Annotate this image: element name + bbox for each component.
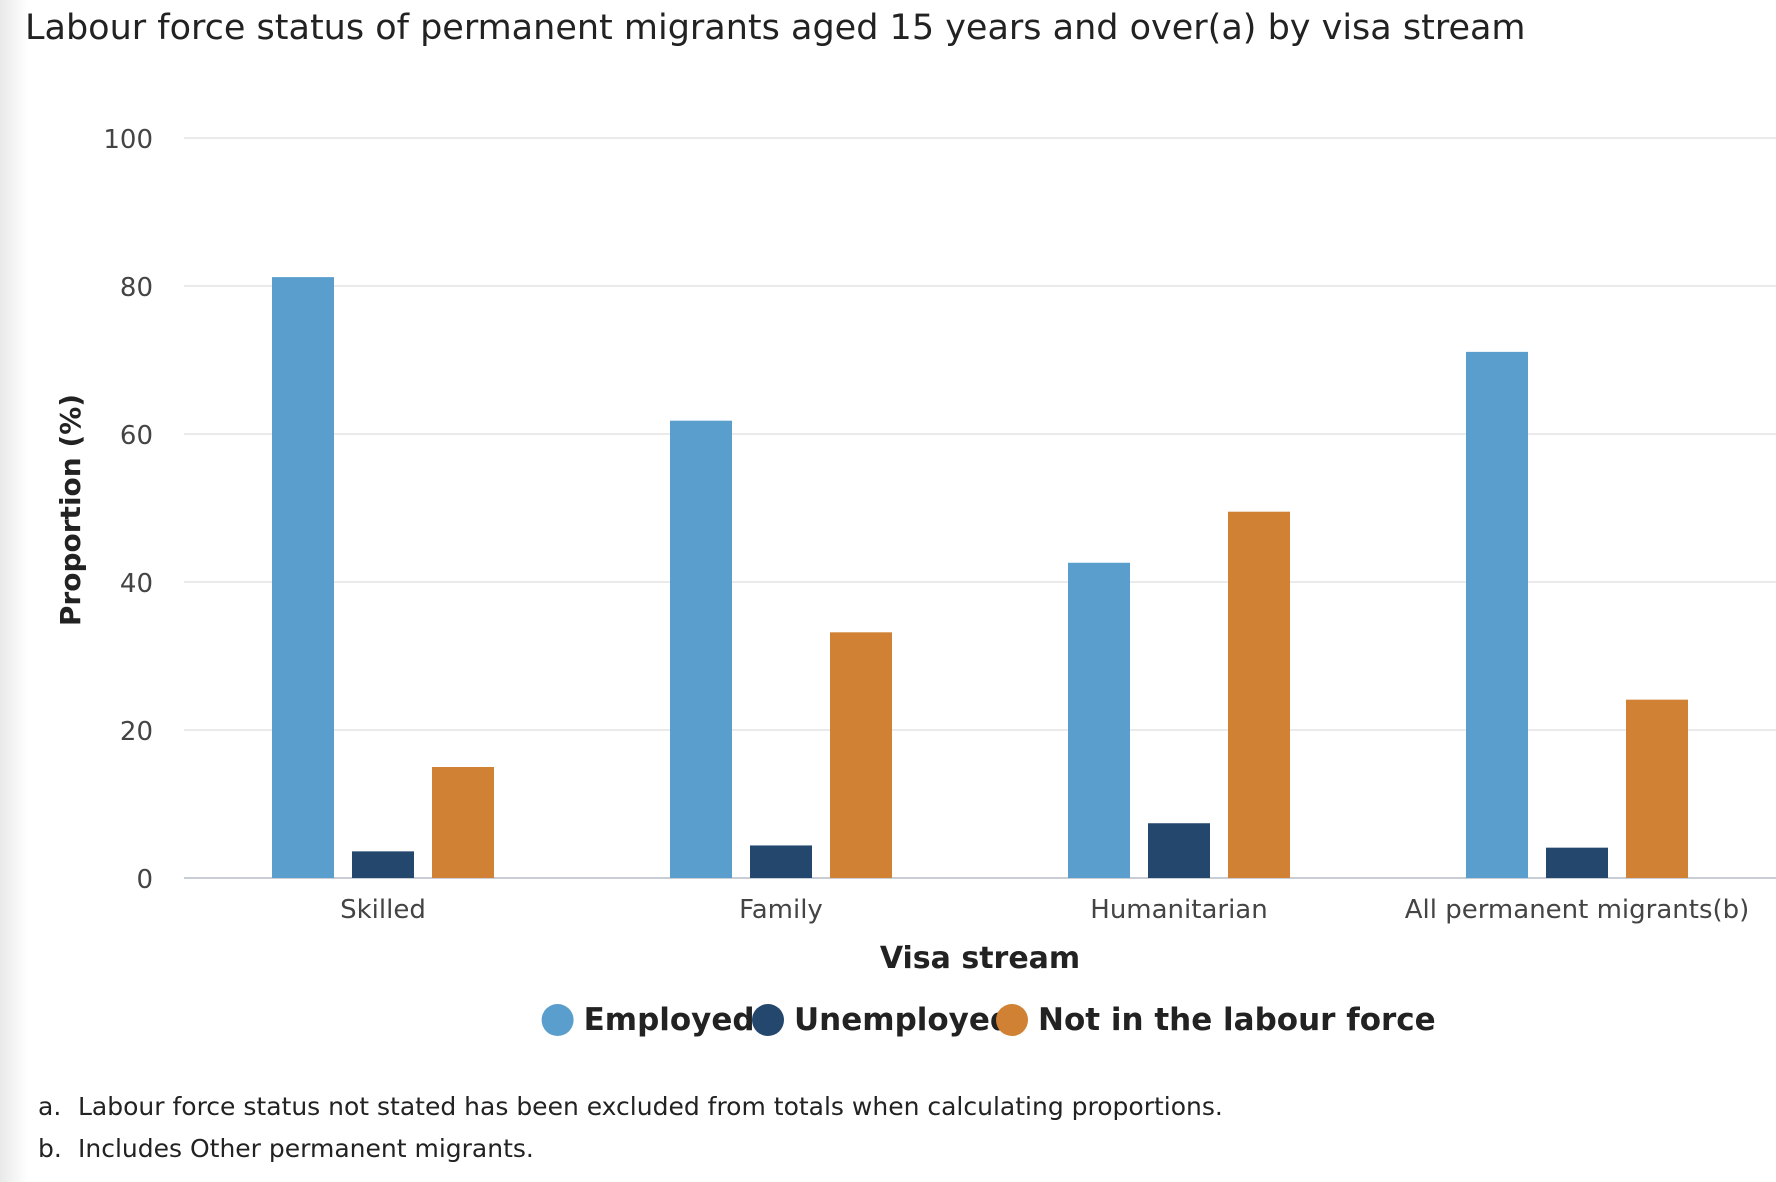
footnote-text: Includes Other permanent migrants. bbox=[78, 1134, 534, 1163]
y-tick-label: 20 bbox=[120, 717, 153, 747]
footnote-a: a. Labour force status not stated has bee… bbox=[38, 1086, 1223, 1128]
bar-not-in-the-labour-force-humanitarian bbox=[1228, 511, 1290, 878]
legend-label: Employed bbox=[584, 1002, 755, 1038]
bar-employed-humanitarian bbox=[1068, 562, 1130, 878]
y-tick-label: 80 bbox=[120, 273, 153, 303]
y-axis-ticks: 0 20 40 60 80 100 bbox=[103, 125, 153, 895]
x-tick-label: Family bbox=[739, 895, 823, 925]
footnote-text: Labour force status not stated has been … bbox=[78, 1092, 1223, 1121]
bar-not-in-the-labour-force-skilled bbox=[432, 767, 494, 878]
bar-unemployed-skilled bbox=[352, 851, 414, 878]
footnote-b: b. Includes Other permanent migrants. bbox=[38, 1128, 1223, 1170]
legend-item-unemployed[interactable]: Unemployed bbox=[752, 1002, 1012, 1038]
legend-label: Unemployed bbox=[794, 1002, 1012, 1038]
x-tick-label: Humanitarian bbox=[1090, 895, 1267, 925]
bars bbox=[272, 277, 1688, 878]
bar-employed-family bbox=[670, 420, 732, 878]
x-tick-label: All permanent migrants(b) bbox=[1405, 895, 1750, 925]
x-axis-label: Visa stream bbox=[880, 941, 1080, 976]
left-edge-shadow bbox=[0, 0, 28, 1182]
footnote-marker: b. bbox=[38, 1134, 62, 1163]
legend-swatch bbox=[541, 1004, 574, 1036]
y-tick-label: 60 bbox=[120, 421, 153, 451]
x-axis-ticks: Skilled Family Humanitarian All permanent m… bbox=[340, 895, 1749, 925]
legend-item-not-in-the-labour-force[interactable]: Not in the labour force bbox=[996, 1002, 1436, 1038]
y-tick-label: 0 bbox=[136, 865, 153, 895]
bar-employed-skilled bbox=[272, 277, 334, 878]
bar-unemployed-humanitarian bbox=[1148, 823, 1210, 878]
bar-unemployed-all-permanent-migrants-b bbox=[1546, 847, 1608, 878]
bar-employed-all-permanent-migrants-b bbox=[1466, 351, 1528, 878]
bar-unemployed-family bbox=[750, 845, 812, 878]
y-tick-label: 40 bbox=[120, 569, 153, 599]
bar-not-in-the-labour-force-all-permanent-migrants-b bbox=[1626, 699, 1688, 878]
legend-item-employed[interactable]: Employed bbox=[541, 1002, 755, 1038]
footnotes: a. Labour force status not stated has bee… bbox=[38, 1086, 1223, 1170]
legend-label: Not in the labour force bbox=[1038, 1002, 1436, 1038]
y-tick-label: 100 bbox=[103, 125, 153, 155]
legend-swatch bbox=[996, 1004, 1028, 1036]
gridlines bbox=[184, 137, 1776, 879]
footnote-marker: a. bbox=[38, 1092, 62, 1121]
bar-not-in-the-labour-force-family bbox=[830, 632, 892, 878]
y-axis-label: Proportion (%) bbox=[54, 394, 87, 626]
chart-title: Labour force status of permanent migrant… bbox=[25, 8, 1526, 48]
legend-swatch bbox=[752, 1004, 784, 1036]
x-tick-label: Skilled bbox=[340, 895, 426, 925]
legend: Employed Unemployed Not in the labour forc… bbox=[541, 1002, 1436, 1038]
